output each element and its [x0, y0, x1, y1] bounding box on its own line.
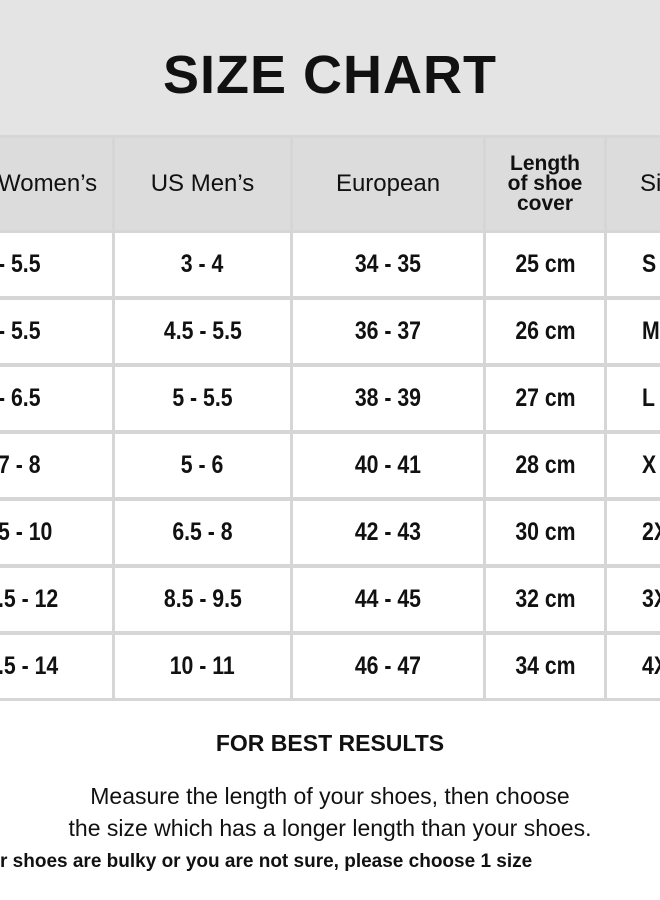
table-cell: 2X: [607, 501, 660, 564]
table-cell: 26 cm: [486, 300, 604, 363]
table-cell: - 6.5: [0, 367, 112, 430]
table-cell: 40 - 41: [293, 434, 483, 497]
table-cell: 5 - 6: [115, 434, 290, 497]
table-cell: 3X: [607, 568, 660, 631]
column-header-text: Length of shoe cover: [507, 152, 583, 215]
table-cell: 8.5 - 9.5: [115, 568, 290, 631]
table-cell: 34 cm: [486, 635, 604, 698]
table-cell-text: M: [642, 317, 660, 345]
table-cell: .5 - 12: [0, 568, 112, 631]
column-header: Si: [607, 138, 660, 230]
table-cell-text: 3 - 4: [181, 250, 224, 278]
table-cell-text: 4.5 - 5.5: [163, 317, 242, 345]
table-cell: 5 - 5.5: [115, 367, 290, 430]
table-cell: 5 - 10: [0, 501, 112, 564]
table-cell: 32 cm: [486, 568, 604, 631]
table-cell-text: 5 - 5.5: [172, 384, 233, 412]
table-cell-text: 7 - 8: [0, 451, 41, 479]
table-cell: - 5.5: [0, 233, 112, 296]
table-cell-text: S: [642, 250, 657, 278]
table-cell: L: [607, 367, 660, 430]
table-cell-text: 32 cm: [514, 585, 576, 613]
column-header: US Men’s: [115, 138, 290, 230]
table-cell: 4X: [607, 635, 660, 698]
table-cell-text: 34 - 35: [354, 250, 422, 278]
table-cell: 42 - 43: [293, 501, 483, 564]
table-cell: 25 cm: [486, 233, 604, 296]
table-cell: 38 - 39: [293, 367, 483, 430]
table-cell-text: - 5.5: [0, 250, 41, 278]
column-header: European: [293, 138, 483, 230]
table-cell: X: [607, 434, 660, 497]
table-cell: 30 cm: [486, 501, 604, 564]
table-cell-text: .5 - 14: [0, 652, 59, 680]
table-cell: 34 - 35: [293, 233, 483, 296]
table-cell-text: 25 cm: [514, 250, 576, 278]
column-header-text: US Men’s: [150, 170, 255, 197]
table-cell: 4.5 - 5.5: [115, 300, 290, 363]
footer-line: r shoes are bulky or you are not sure, p…: [0, 851, 533, 872]
table-cell-text: 10 - 11: [169, 652, 235, 680]
table-cell-text: 4X: [642, 652, 660, 680]
table-cell: .5 - 14: [0, 635, 112, 698]
column-header-text: Women’s: [0, 170, 98, 197]
table-cell-text: 42 - 43: [354, 518, 422, 546]
table-cell-text: 44 - 45: [354, 585, 422, 613]
table-cell-text: 28 cm: [514, 451, 576, 479]
table-cell: 28 cm: [486, 434, 604, 497]
table-cell-text: 26 cm: [514, 317, 576, 345]
table-cell-text: 40 - 41: [354, 451, 422, 479]
footer-line: Measure the length of your shoes, then c…: [90, 783, 570, 809]
table-cell-text: 3X: [642, 585, 660, 613]
table-cell-text: 5 - 10: [0, 518, 53, 546]
table-cell-text: 46 - 47: [354, 652, 422, 680]
table-cell-text: 38 - 39: [354, 384, 422, 412]
table-cell-text: L: [642, 384, 655, 412]
table-cell-text: - 6.5: [0, 384, 41, 412]
footer-heading: FOR BEST RESULTS: [215, 730, 445, 756]
table-cell-text: - 5.5: [0, 317, 41, 345]
table-cell-text: 34 cm: [514, 652, 576, 680]
column-header-text: Si: [640, 170, 660, 197]
column-header: Length of shoe cover: [486, 138, 604, 230]
header-band: [0, 0, 660, 135]
table-cell: S: [607, 233, 660, 296]
footer-line: the size which has a longer length than …: [68, 815, 592, 841]
table-cell: 46 - 47: [293, 635, 483, 698]
table-cell: 27 cm: [486, 367, 604, 430]
table-cell: 7 - 8: [0, 434, 112, 497]
column-header: Women’s: [0, 138, 112, 230]
table-cell: 3 - 4: [115, 233, 290, 296]
table-cell-text: .5 - 12: [0, 585, 59, 613]
title: SIZE CHART: [163, 45, 497, 105]
table-cell-text: 2X: [642, 518, 660, 546]
column-header-text: European: [335, 170, 441, 197]
table-cell: 44 - 45: [293, 568, 483, 631]
table-cell: 6.5 - 8: [115, 501, 290, 564]
table-cell-text: 6.5 - 8: [172, 518, 233, 546]
table-cell-text: 36 - 37: [354, 317, 422, 345]
table-cell-text: 30 cm: [514, 518, 576, 546]
table-cell-text: 27 cm: [514, 384, 576, 412]
table-cell: - 5.5: [0, 300, 112, 363]
table-cell-text: 8.5 - 9.5: [163, 585, 242, 613]
table-cell: 10 - 11: [115, 635, 290, 698]
table-cell-text: 5 - 6: [181, 451, 224, 479]
table-cell: 36 - 37: [293, 300, 483, 363]
table-cell-text: X: [642, 451, 657, 479]
table-cell: M: [607, 300, 660, 363]
